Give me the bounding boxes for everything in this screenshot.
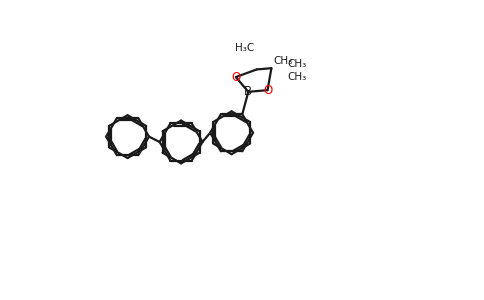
Text: CH₃: CH₃: [288, 59, 307, 69]
Text: O: O: [263, 84, 272, 97]
Text: H₃C: H₃C: [235, 43, 254, 53]
Text: CH₃: CH₃: [288, 72, 307, 82]
Text: CH₃: CH₃: [273, 56, 292, 66]
Text: B: B: [244, 85, 252, 98]
Text: O: O: [231, 70, 241, 83]
